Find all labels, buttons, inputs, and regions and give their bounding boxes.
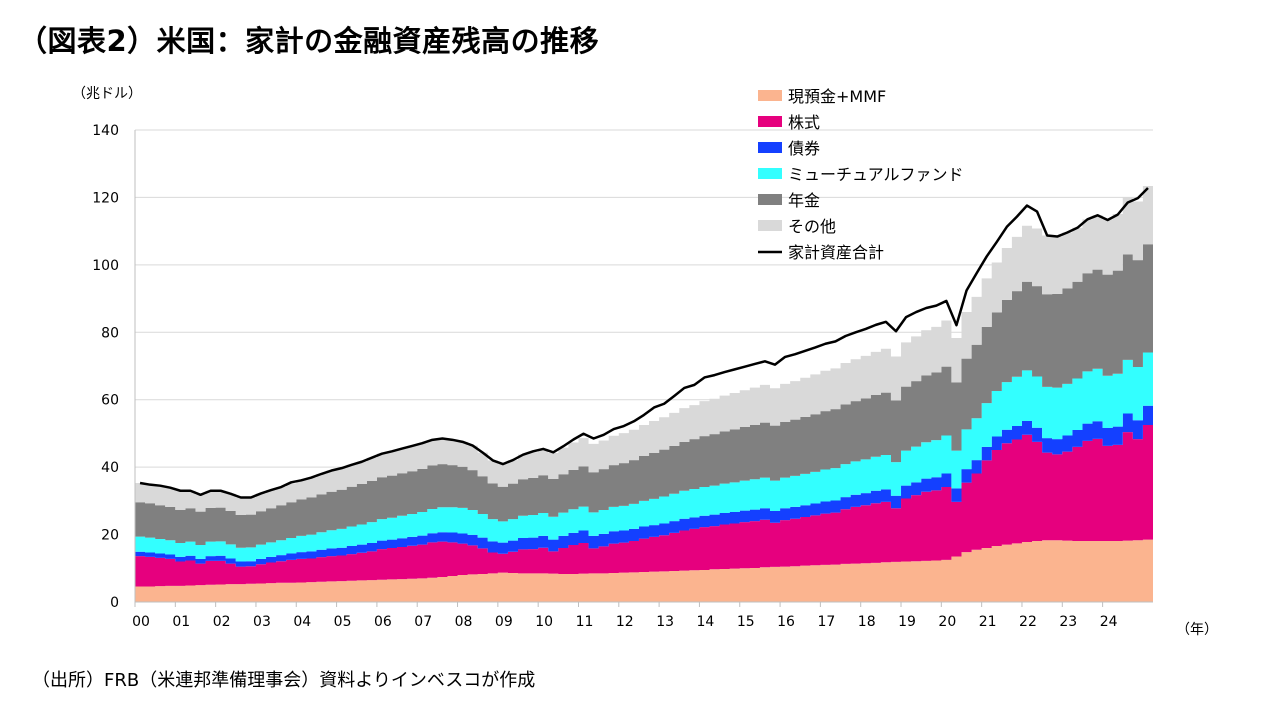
legend-swatch-1 [758,116,782,127]
x-tick-label: 05 [334,614,352,630]
area-series-3 [135,352,1153,562]
y-tick-label: 0 [110,595,119,611]
y-tick-label: 120 [92,190,119,206]
area-series-1 [135,425,1153,587]
x-tick-label: 23 [1059,614,1077,630]
x-tick-label: 08 [455,614,473,630]
axes: 0 20 40 60 80 100 120 140 00 01 02 03 04 05 06 07 08 09 10… [92,123,1153,630]
total-line [139,187,1149,499]
legend-label-total: 家計資産合計 [788,243,884,262]
y-tick-label: 140 [92,123,119,139]
x-tick-label: 15 [737,614,755,630]
x-tick-label: 17 [817,614,835,630]
x-tick-label: 13 [656,614,674,630]
area-series-5 [135,185,1153,516]
legend-swatch-4 [758,194,782,205]
x-tick-label: 10 [535,614,553,630]
area-series [135,185,1153,602]
area-series-2 [135,405,1153,567]
y-tick-label: 40 [101,460,119,476]
source-note: （出所）FRB（米連邦準備理事会）資料よりインベスコが作成 [32,670,536,691]
x-tick-label: 16 [777,614,795,630]
x-tick-label: 12 [616,614,634,630]
y-unit-label: （兆ドル） [72,86,142,102]
legend-label-5: その他 [788,217,836,236]
area-series-4 [135,244,1153,548]
total-line-group [139,187,1149,499]
x-tick-label: 22 [1019,614,1037,630]
x-tick-label: 04 [293,614,311,630]
x-tick-label: 01 [172,614,190,630]
legend-swatch-5 [758,220,782,231]
x-tick-label: 03 [253,614,271,630]
y-tick-label: 80 [101,325,119,341]
legend-label-4: 年金 [788,191,820,210]
x-tick-label: 09 [495,614,513,630]
x-tick-label: 06 [374,614,392,630]
page-title: （図表2）米国：家計の金融資産残高の推移 [18,24,600,58]
x-tick-label: 07 [414,614,432,630]
legend-label-3: ミューチュアルファンド [788,165,964,184]
y-tick-label: 60 [101,393,119,409]
x-tick-label: 11 [576,614,594,630]
legend-swatch-2 [758,142,782,153]
x-tick-label: 18 [858,614,876,630]
legend-label-2: 債券 [788,139,820,158]
x-tick-label: 02 [213,614,231,630]
x-tick-label: 14 [697,614,715,630]
legend-label-1: 株式 [788,113,820,132]
x-unit-label: （年） [1176,622,1218,638]
y-tick-label: 100 [92,258,119,274]
legend-swatch-3 [758,168,782,179]
legend-label-0: 現預金+MMF [788,87,886,106]
area-series-0 [135,539,1153,602]
legend-swatch-0 [758,90,782,101]
x-tick-label: 24 [1100,614,1118,630]
x-tick-label: 19 [898,614,916,630]
x-tick-label: 20 [938,614,956,630]
x-tick-label: 00 [132,614,150,630]
x-tick-label: 21 [979,614,997,630]
y-tick-label: 20 [101,528,119,544]
